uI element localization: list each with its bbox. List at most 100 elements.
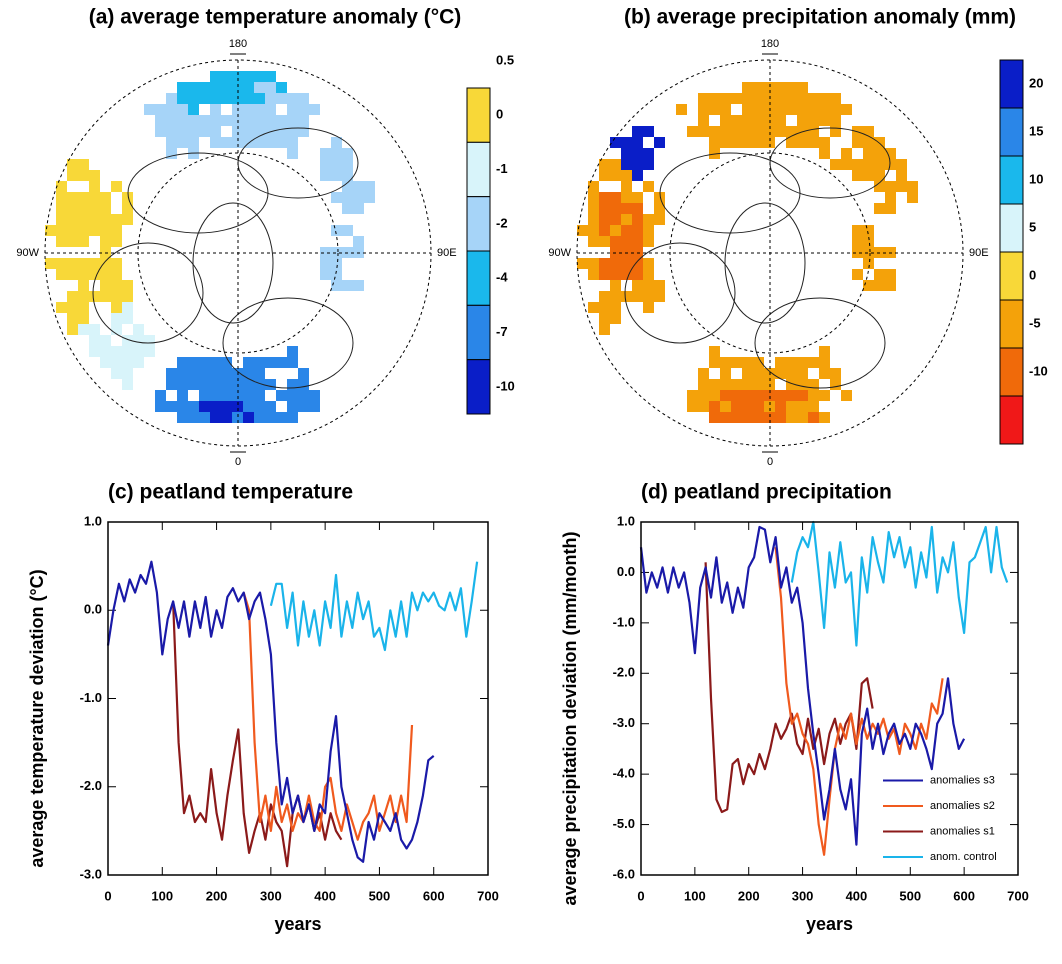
map-cell xyxy=(698,368,709,379)
lon-label: 90E xyxy=(437,247,457,259)
map-cell xyxy=(144,346,155,357)
map-cell xyxy=(331,137,342,148)
map-cell xyxy=(100,269,111,280)
map-cell xyxy=(166,93,177,104)
map-cell xyxy=(775,126,786,137)
map-cell xyxy=(599,258,610,269)
x-tick-label: 600 xyxy=(423,888,445,903)
map-cell xyxy=(210,368,221,379)
map-cell xyxy=(808,390,819,401)
map-cell xyxy=(67,170,78,181)
map-cell xyxy=(188,93,199,104)
map-cell xyxy=(632,148,643,159)
map-cell xyxy=(632,159,643,170)
map-cell xyxy=(298,368,309,379)
map-cell xyxy=(786,126,797,137)
x-tick-label: 400 xyxy=(846,888,868,903)
map-cell xyxy=(89,346,100,357)
map-cell xyxy=(709,390,720,401)
map-cell xyxy=(852,159,863,170)
y-axis-label: average temperature deviation (°C) xyxy=(27,569,47,867)
map-cell xyxy=(199,126,210,137)
map-cell xyxy=(243,401,254,412)
x-tick-label: 100 xyxy=(151,888,173,903)
map-cell xyxy=(753,137,764,148)
map-cell xyxy=(276,137,287,148)
map-cell xyxy=(188,115,199,126)
map-cell xyxy=(852,225,863,236)
colorbar-box xyxy=(999,155,1024,205)
x-tick-label: 600 xyxy=(953,888,975,903)
y-tick-label: 1.0 xyxy=(84,513,102,528)
map-cell xyxy=(331,148,342,159)
map-cell xyxy=(320,148,331,159)
map-cell xyxy=(709,412,720,423)
map-cell xyxy=(720,104,731,115)
map-cell xyxy=(599,214,610,225)
land-outline xyxy=(192,202,274,324)
colorbar-label: 5 xyxy=(1029,219,1036,234)
map-cell xyxy=(287,357,298,368)
map-cell xyxy=(298,93,309,104)
map-cell xyxy=(309,104,320,115)
map-cell xyxy=(210,126,221,137)
colorbar-box xyxy=(999,203,1024,253)
map-cell xyxy=(67,225,78,236)
map-cell xyxy=(353,236,364,247)
map-cell xyxy=(885,159,896,170)
map-cell xyxy=(720,137,731,148)
map-cell xyxy=(56,236,67,247)
map-cell xyxy=(100,346,111,357)
map-cell xyxy=(852,137,863,148)
map-cell xyxy=(830,159,841,170)
map-cell xyxy=(709,357,720,368)
map-cell xyxy=(155,126,166,137)
map-cell xyxy=(841,390,852,401)
map-cell xyxy=(342,280,353,291)
map-cell xyxy=(364,192,375,203)
map-cell xyxy=(797,401,808,412)
x-tick-label: 500 xyxy=(369,888,391,903)
x-tick-label: 100 xyxy=(684,888,706,903)
map-cell xyxy=(221,412,232,423)
map-cell xyxy=(56,225,67,236)
map-cell xyxy=(885,192,896,203)
legend-label: anomalies s3 xyxy=(930,774,995,786)
map-cell xyxy=(265,93,276,104)
colorbar-box xyxy=(466,359,491,415)
map-cell xyxy=(265,137,276,148)
map-cell xyxy=(731,412,742,423)
map-cell xyxy=(863,126,874,137)
map-cell xyxy=(221,93,232,104)
land-outline xyxy=(754,297,886,389)
colorbar-box xyxy=(999,395,1024,445)
map-cell xyxy=(210,93,221,104)
map-cell xyxy=(742,137,753,148)
map-cell xyxy=(654,203,665,214)
map-cell xyxy=(221,137,232,148)
colorbar-label: -4 xyxy=(496,270,508,285)
map-cell xyxy=(654,192,665,203)
map-cell xyxy=(830,126,841,137)
map-cell xyxy=(221,357,232,368)
map-cell xyxy=(731,137,742,148)
map-cell xyxy=(56,181,67,192)
map-cell xyxy=(786,379,797,390)
map-cell xyxy=(188,412,199,423)
map-cell xyxy=(199,115,210,126)
map-cell xyxy=(885,203,896,214)
map-cell xyxy=(621,291,632,302)
map-cell xyxy=(819,148,830,159)
map-cell xyxy=(808,137,819,148)
map-cell xyxy=(89,335,100,346)
map-cell xyxy=(287,346,298,357)
map-cell xyxy=(797,412,808,423)
map-cell xyxy=(764,390,775,401)
map-cell xyxy=(122,280,133,291)
map-cell xyxy=(852,170,863,181)
map-cell xyxy=(265,379,276,390)
map-cell xyxy=(144,335,155,346)
colorbar-box xyxy=(466,304,491,361)
map-cell xyxy=(610,203,621,214)
map-cell xyxy=(100,192,111,203)
